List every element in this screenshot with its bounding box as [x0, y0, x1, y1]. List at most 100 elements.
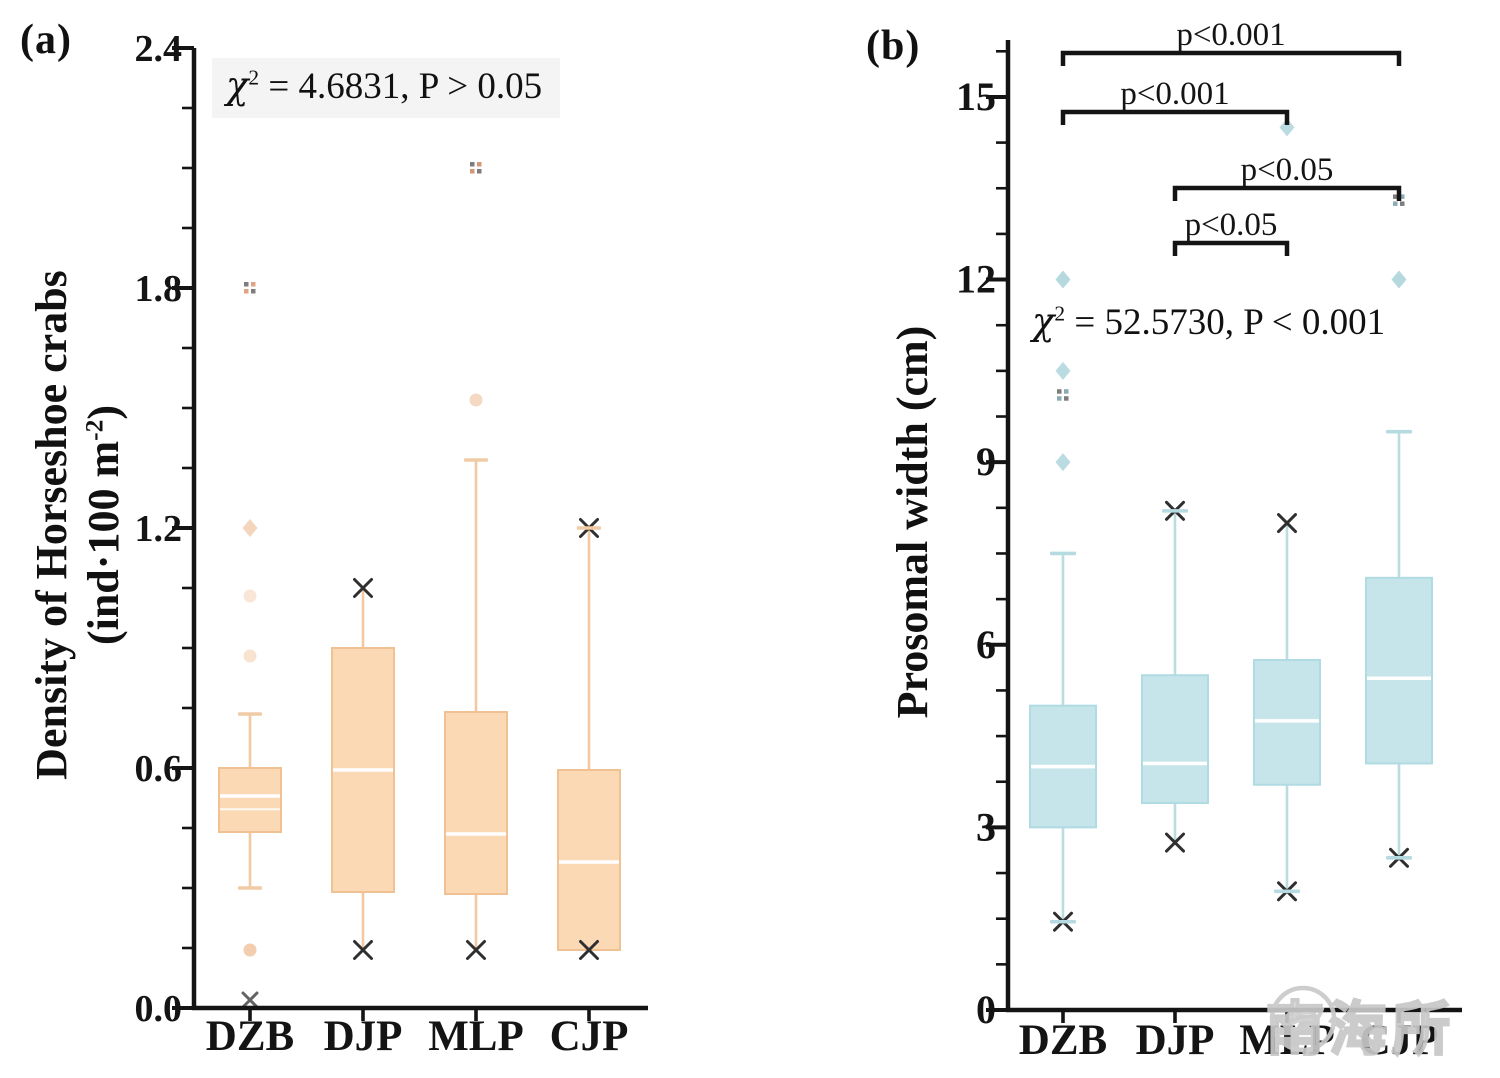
panel-b-letter: (b) — [866, 23, 921, 69]
panel-a-y-axis-title: Density of Horseshoe crabs (ind·100 m-2) — [26, 25, 130, 1025]
bracket-line — [1060, 109, 1290, 125]
dot — [244, 282, 249, 287]
dot — [1057, 389, 1062, 394]
dot — [1064, 389, 1069, 394]
y-tick-label: 1.2 — [135, 508, 183, 550]
x-category-label-CJP: CJP — [1360, 1017, 1439, 1064]
bracket-line — [1172, 185, 1402, 201]
outlier-circle — [469, 393, 483, 407]
whisker-low-mark-cap — [1050, 919, 1076, 924]
outlier-diamond — [1055, 453, 1071, 472]
dot — [1400, 201, 1405, 206]
whisker-high-mark-cap — [464, 458, 488, 462]
box-group-DZB — [1029, 270, 1097, 932]
outlier-x — [241, 991, 259, 1009]
whisker-high-mark-cap — [1386, 429, 1412, 434]
whisker-low-mark-cap — [238, 886, 262, 890]
panel-a-y-axis-title-line1: Density of Horseshoe crabs — [27, 270, 76, 780]
outlier-diamond — [1055, 270, 1071, 289]
axes: 0.0 0.6 1.2 1.8 2.4 DZB DJP MLP CJP — [135, 28, 648, 1060]
whisker-low-mark-x — [353, 940, 373, 960]
whisker-high-mark-cap — [1162, 509, 1188, 513]
bracket-p-label: p<0.001 — [1176, 17, 1285, 53]
outlier-circle — [243, 589, 257, 603]
significance-bracket-DJP-CJP: p<0.05 — [1172, 152, 1402, 201]
panel-a-stat-annotation: χ2 = 4.6831, P > 0.05 — [212, 58, 561, 118]
outlier-dots — [470, 162, 482, 174]
watermark-fish-logo-icon — [1269, 985, 1337, 1053]
outlier-dots — [1393, 194, 1405, 206]
x-category-label-DZB: DZB — [1019, 1017, 1107, 1064]
outlier-circle — [243, 943, 257, 957]
y-tick-label: 0 — [976, 987, 996, 1032]
panel-b-stat-annotation: χ2 = 52.5730, P < 0.001 — [1032, 300, 1386, 343]
box-group-DJP — [1141, 500, 1209, 853]
bracket-line — [1172, 240, 1290, 256]
whisker-low-mark-x — [579, 940, 599, 960]
whisker-low-mark-x — [1165, 832, 1185, 853]
y-tick-label: 9 — [976, 439, 996, 484]
box-rect — [1365, 576, 1433, 765]
outlier-diamond — [1279, 118, 1295, 137]
x-category-label-CJP: CJP — [550, 1013, 629, 1060]
panel-a: 0.0 0.6 1.2 1.8 2.4 DZB DJP MLP CJP — [135, 28, 648, 1060]
outlier-dots — [244, 282, 256, 294]
dot — [470, 169, 475, 174]
y-tick-label: 1.8 — [135, 268, 183, 310]
box-rect — [1141, 674, 1209, 805]
x-category-label-DZB: DZB — [206, 1013, 294, 1060]
whisker-low-mark-cap — [1274, 889, 1300, 894]
outlier-diamond — [1055, 361, 1071, 380]
outlier-diamond — [242, 519, 258, 537]
box-group-MLP — [444, 162, 508, 960]
dot — [1064, 396, 1069, 401]
dot — [1393, 194, 1398, 199]
whisker-high-mark-cap — [1050, 551, 1076, 556]
significance-bracket-DZB-MLP: p<0.001 — [1060, 76, 1290, 125]
box-rect — [444, 711, 508, 895]
bracket-p-label: p<0.05 — [1185, 207, 1278, 243]
dot — [1057, 396, 1062, 401]
significance-bracket-DZB-CJP: p<0.001 — [1060, 17, 1402, 66]
box-group-DJP — [331, 578, 395, 960]
y-tick-label: 3 — [976, 804, 996, 849]
whisker-low-mark-cap — [1386, 856, 1412, 860]
bracket-line — [1060, 50, 1402, 66]
y-tick-label: 2.4 — [135, 28, 183, 70]
outlier-dots — [1057, 389, 1069, 401]
y-tick-label: 0.0 — [135, 988, 183, 1030]
bracket-p-label: p<0.05 — [1241, 152, 1334, 188]
box-group-CJP — [557, 518, 621, 960]
box-group-MLP — [1253, 118, 1321, 902]
box-rect — [557, 769, 621, 951]
whisker-low-mark-x — [466, 940, 486, 960]
y-tick-label: 0.6 — [135, 748, 183, 790]
watermark: 南海所 — [1265, 982, 1455, 1066]
whisker-high-mark-cap — [577, 526, 601, 530]
whisker-high-mark-x — [353, 578, 373, 598]
panel-a-letter: (a) — [20, 17, 72, 63]
dot — [470, 162, 475, 167]
y-tick-label: 12 — [956, 257, 996, 302]
outlier-diamond — [1391, 270, 1407, 289]
y-tick-label: 6 — [976, 622, 996, 667]
dot — [1400, 194, 1405, 199]
box-rect — [218, 767, 282, 833]
box-group-DZB — [218, 282, 282, 1009]
dot — [244, 289, 249, 294]
dot — [251, 282, 256, 287]
whisker-high-mark-cap — [238, 712, 262, 716]
dot — [251, 289, 256, 294]
dot — [1393, 201, 1398, 206]
dot — [477, 162, 482, 167]
bracket-p-label: p<0.001 — [1120, 76, 1229, 112]
box-group-CJP — [1365, 194, 1433, 868]
x-category-label-DJP: DJP — [324, 1013, 403, 1060]
panel-b-y-axis-title: Prosomal width (cm) — [888, 325, 937, 719]
outlier-circle — [243, 649, 257, 663]
significance-bracket-DJP-MLP: p<0.05 — [1172, 207, 1290, 256]
x-category-label-MLP: MLP — [428, 1013, 524, 1060]
y-tick-label: 15 — [956, 74, 996, 119]
